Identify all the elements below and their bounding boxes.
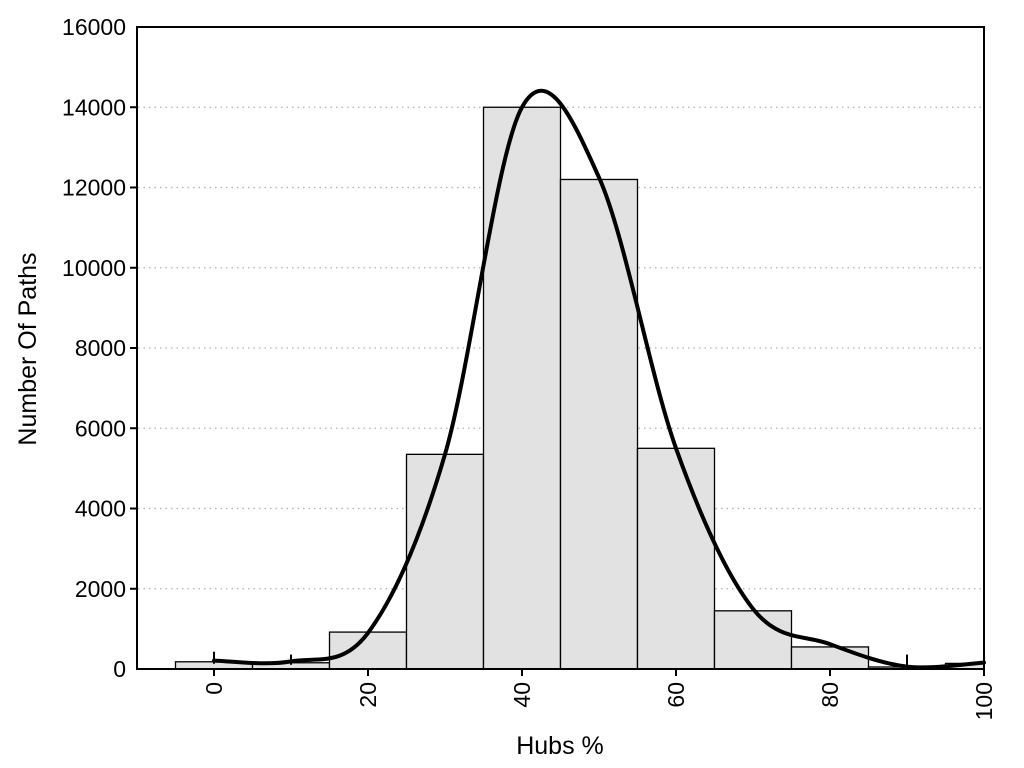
- y-tick-label-0: 0: [113, 656, 126, 682]
- y-axis-title: Number Of Paths: [14, 252, 42, 446]
- x-tick-label-40: 40: [509, 682, 535, 708]
- histogram-bar-30: [405, 453, 485, 670]
- histogram-bar-40: [482, 106, 562, 670]
- y-tick-label-14000: 14000: [62, 94, 126, 120]
- histogram-bar-70: [713, 610, 793, 670]
- x-tick-label-0: 0: [201, 682, 227, 695]
- histogram-bar-60: [636, 447, 716, 670]
- x-tick-label-60: 60: [663, 682, 689, 708]
- y-tick-label-12000: 12000: [62, 175, 126, 201]
- histogram-bar-80: [790, 646, 870, 670]
- y-tick-label-16000: 16000: [62, 14, 126, 40]
- histogram-bar-50: [559, 178, 639, 670]
- x-tick-label-20: 20: [355, 682, 381, 708]
- y-tick-label-4000: 4000: [75, 496, 126, 522]
- x-tick-label-80: 80: [817, 682, 843, 708]
- x-tick-label-100: 100: [971, 682, 997, 720]
- histogram-bar-20: [328, 631, 408, 670]
- density-curve: [212, 89, 986, 670]
- y-tick-label-10000: 10000: [62, 255, 126, 281]
- y-tick-label-6000: 6000: [75, 415, 126, 441]
- y-tick-label-8000: 8000: [75, 335, 126, 361]
- y-tick-label-2000: 2000: [75, 576, 126, 602]
- x-axis-title: Hubs %: [516, 732, 604, 760]
